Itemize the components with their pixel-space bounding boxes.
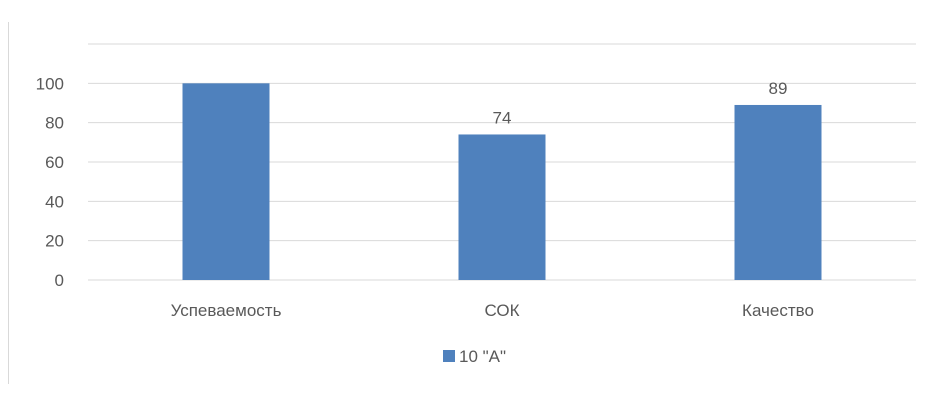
legend-label: 10 "А" [459,347,506,366]
data-labels: 74 89 [493,79,788,128]
x-tick-label: Успеваемость [171,301,282,320]
x-tick-label: СОК [484,301,519,320]
bar [182,83,270,280]
bar [458,134,546,280]
x-tick-label: Качество [742,301,814,320]
bars [182,83,822,280]
y-tick-label: 40 [45,192,64,211]
y-tick-label: 0 [55,271,64,290]
y-tick-label: 80 [45,114,64,133]
legend: 10 "А" [443,347,506,366]
y-tick-label: 60 [45,153,64,172]
y-axis-tick-labels: 0 20 40 60 80 100 [36,74,64,290]
y-tick-label: 100 [36,74,64,93]
data-label: 74 [493,108,512,127]
y-tick-label: 20 [45,232,64,251]
data-label: 89 [769,79,788,98]
chart-frame-left-border [8,22,9,384]
x-axis-category-labels: Успеваемость СОК Качество [171,301,814,320]
legend-swatch [443,350,455,362]
bar [734,104,822,280]
